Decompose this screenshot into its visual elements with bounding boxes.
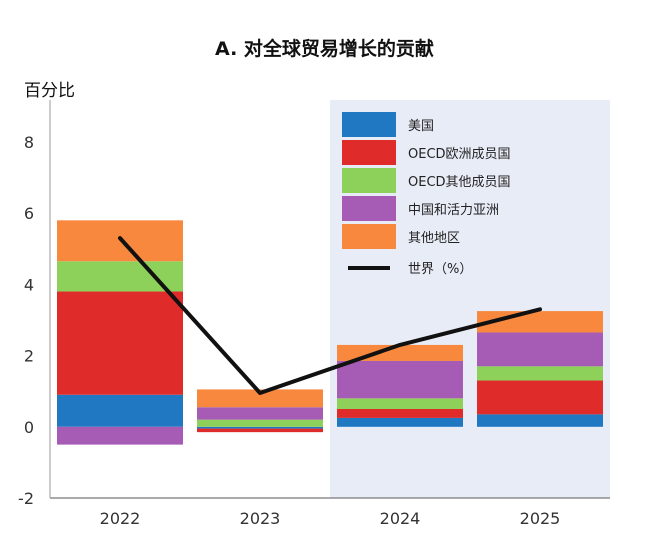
legend-swatch — [342, 224, 396, 249]
legend-label: OECD欧洲成员国 — [408, 147, 511, 162]
bar-segment — [477, 332, 603, 367]
x-tick-label: 2023 — [240, 509, 281, 528]
x-tick-label: 2024 — [380, 509, 421, 528]
x-tick-label: 2022 — [100, 509, 141, 528]
legend-label: 世界（%） — [408, 262, 472, 277]
legend-swatch — [342, 140, 396, 165]
bar-segment — [477, 414, 603, 427]
y-tick-label: 8 — [24, 133, 34, 152]
legend-swatch — [342, 168, 396, 193]
legend-swatch — [342, 112, 396, 137]
legend-label: 美国 — [408, 119, 434, 134]
bar-segment — [197, 426, 323, 429]
bar-segment — [197, 428, 323, 433]
y-ticks: 8 6 4 2 0 -2 — [18, 133, 34, 508]
bar-segment — [57, 426, 183, 445]
legend-label: 中国和活力亚洲 — [408, 203, 499, 218]
bar-segment — [337, 398, 463, 409]
chart-title: A. 对全球贸易增长的贡献 — [215, 38, 434, 60]
bar-segment — [337, 417, 463, 427]
bar-segment — [337, 360, 463, 399]
bar-segment — [477, 380, 603, 415]
x-tick-label: 2025 — [520, 509, 561, 528]
bar-segment — [57, 291, 183, 395]
y-tick-label: 0 — [24, 418, 34, 437]
y-tick-label: -2 — [18, 489, 34, 508]
bar-segment — [197, 389, 323, 408]
bar-segment — [477, 366, 603, 381]
legend-label: OECD其他成员国 — [408, 175, 511, 190]
world-line — [118, 236, 542, 395]
x-ticks: 2022 2023 2024 2025 — [100, 509, 561, 528]
y-tick-label: 6 — [24, 204, 34, 223]
bar-segment — [337, 409, 463, 418]
bar-segment — [57, 394, 183, 427]
y-axis-label: 百分比 — [24, 81, 75, 101]
legend-swatch — [342, 196, 396, 221]
bar-segment — [197, 407, 323, 420]
legend-label: 其他地区 — [408, 231, 460, 246]
y-tick-label: 4 — [24, 275, 34, 294]
bars — [57, 220, 603, 445]
forecast-shaded-region — [330, 100, 610, 498]
y-tick-label: 2 — [24, 347, 34, 366]
bar-segment — [197, 419, 323, 427]
